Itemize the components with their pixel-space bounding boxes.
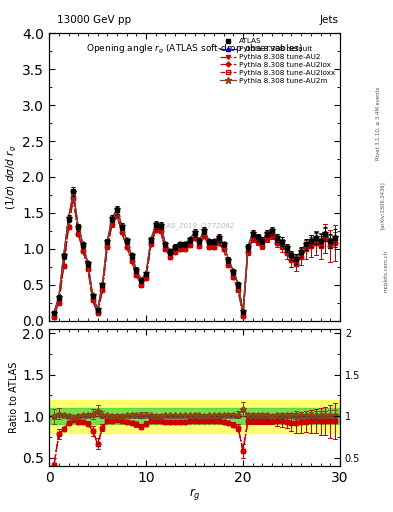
Text: 13000 GeV pp: 13000 GeV pp — [57, 14, 131, 25]
Y-axis label: $(1/\sigma)\ d\sigma/d\ r_g$: $(1/\sigma)\ d\sigma/d\ r_g$ — [5, 144, 20, 209]
Text: mcplots.cern.ch: mcplots.cern.ch — [384, 250, 388, 292]
Legend: ATLAS, Pythia 8.308 default, Pythia 8.308 tune-AU2, Pythia 8.308 tune-AU2lox, Py: ATLAS, Pythia 8.308 default, Pythia 8.30… — [219, 37, 336, 85]
X-axis label: $r_g$: $r_g$ — [189, 486, 200, 502]
Text: ATLAS_2019_I1772062: ATLAS_2019_I1772062 — [154, 222, 235, 229]
Y-axis label: Ratio to ATLAS: Ratio to ATLAS — [9, 362, 20, 433]
Text: Jets: Jets — [320, 14, 339, 25]
Text: Opening angle $r_g$ (ATLAS soft-drop observables): Opening angle $r_g$ (ATLAS soft-drop obs… — [86, 44, 303, 56]
Text: [arXiv:1306.3436]: [arXiv:1306.3436] — [380, 181, 384, 229]
Text: Rivet 3.1.10, ≥ 3.4M events: Rivet 3.1.10, ≥ 3.4M events — [376, 86, 380, 160]
